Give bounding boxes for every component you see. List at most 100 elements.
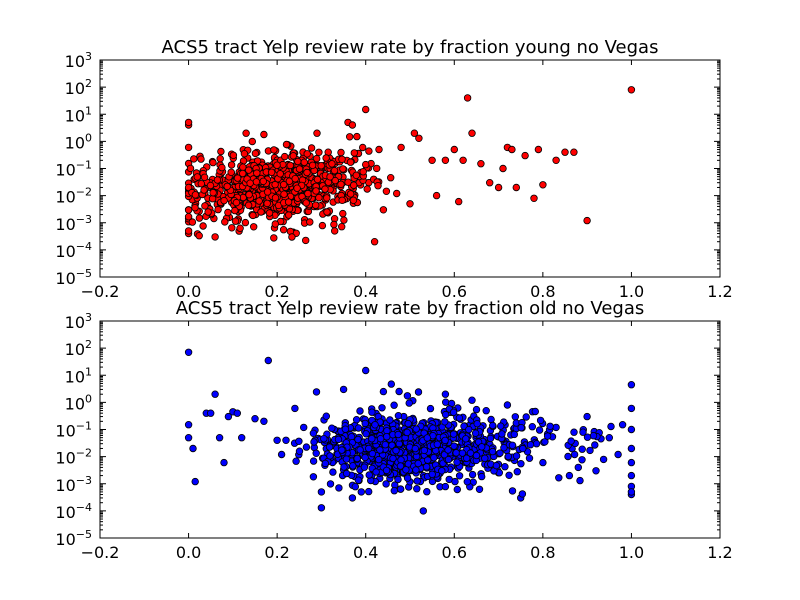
- data-point: [233, 409, 241, 417]
- data-point: [263, 188, 272, 196]
- y-tick-base: 10: [55, 503, 75, 522]
- data-point: [338, 446, 346, 454]
- data-point: [430, 454, 438, 462]
- data-point: [564, 452, 572, 461]
- data-point: [368, 408, 376, 416]
- data-point: [284, 198, 293, 206]
- data-point: [422, 463, 431, 471]
- data-point: [341, 425, 350, 433]
- data-point: [352, 416, 361, 424]
- y-tick-base: 10: [55, 269, 75, 288]
- data-point: [466, 449, 475, 457]
- data-point: [300, 423, 308, 432]
- data-point: [605, 434, 613, 442]
- y-tick-base: 10: [55, 449, 75, 468]
- y-tick-base: 10: [65, 79, 85, 98]
- data-point: [411, 444, 419, 453]
- data-point: [322, 412, 330, 420]
- data-point: [289, 152, 297, 160]
- data-point: [397, 485, 405, 493]
- data-point: [455, 414, 464, 422]
- data-point: [365, 471, 373, 479]
- data-point: [292, 457, 300, 465]
- data-point: [231, 217, 240, 225]
- data-point: [200, 186, 208, 194]
- data-point: [453, 458, 461, 466]
- data-point: [313, 175, 322, 184]
- data-point: [599, 455, 608, 464]
- data-point: [238, 169, 247, 178]
- data-point: [353, 454, 361, 463]
- data-point: [312, 187, 320, 195]
- data-point: [270, 146, 278, 154]
- data-point: [387, 173, 395, 182]
- x-tick-label: 0.8: [530, 543, 555, 562]
- data-point: [487, 415, 495, 424]
- data-point: [543, 432, 552, 440]
- data-point: [312, 388, 321, 396]
- data-point: [351, 483, 359, 491]
- scatter-panel-young: ACS5 tract Yelp review rate by fraction …: [55, 37, 732, 301]
- data-point: [372, 468, 380, 476]
- data-point: [428, 470, 436, 478]
- data-point: [508, 145, 516, 154]
- data-point: [220, 458, 228, 467]
- y-tick-exponent: 2: [85, 338, 92, 351]
- data-point: [224, 208, 232, 217]
- y-tick-base: 10: [55, 530, 75, 549]
- data-point: [270, 234, 278, 242]
- data-point: [361, 419, 369, 428]
- y-tick-label: 100: [65, 131, 92, 152]
- data-point: [583, 412, 591, 421]
- data-point: [473, 420, 481, 428]
- data-point: [383, 433, 391, 441]
- data-point: [229, 151, 238, 159]
- data-point: [241, 218, 250, 227]
- data-point: [387, 380, 395, 388]
- y-tick-base: 10: [65, 394, 85, 413]
- data-point: [271, 220, 279, 228]
- data-points: [184, 86, 636, 246]
- y-tick-base: 10: [65, 367, 85, 386]
- data-point: [403, 474, 412, 482]
- data-point: [339, 165, 347, 173]
- data-point: [252, 178, 261, 186]
- data-point: [444, 446, 452, 454]
- y-tick-exponent: −5: [76, 528, 92, 541]
- data-point: [233, 174, 242, 182]
- data-point: [453, 485, 461, 494]
- data-point: [390, 487, 398, 495]
- y-tick-base: 10: [55, 188, 75, 207]
- y-tick-label: 10−5: [55, 528, 92, 549]
- data-point: [511, 413, 519, 421]
- data-point: [303, 168, 311, 177]
- data-point: [309, 429, 318, 437]
- data-point: [195, 231, 203, 240]
- data-point: [328, 160, 336, 168]
- data-point: [346, 158, 355, 166]
- data-point: [344, 178, 352, 186]
- data-point: [396, 462, 405, 470]
- data-point: [505, 471, 513, 479]
- data-point: [449, 408, 458, 416]
- data-point: [576, 476, 584, 485]
- data-point: [412, 425, 420, 433]
- data-point: [273, 161, 281, 169]
- data-point: [191, 477, 199, 486]
- data-point: [323, 208, 331, 216]
- data-point: [276, 170, 284, 178]
- data-point: [348, 121, 357, 129]
- data-point: [326, 173, 334, 181]
- data-point: [215, 434, 224, 442]
- data-point: [280, 180, 288, 189]
- data-point: [352, 171, 360, 179]
- data-point: [592, 467, 600, 475]
- data-point: [627, 404, 636, 413]
- y-tick-label: 102: [65, 338, 92, 359]
- data-point: [335, 484, 343, 492]
- x-tick-label: 0.0: [176, 543, 201, 562]
- data-point: [193, 173, 201, 181]
- data-point: [535, 426, 544, 434]
- data-point: [482, 407, 490, 415]
- data-point: [322, 154, 330, 162]
